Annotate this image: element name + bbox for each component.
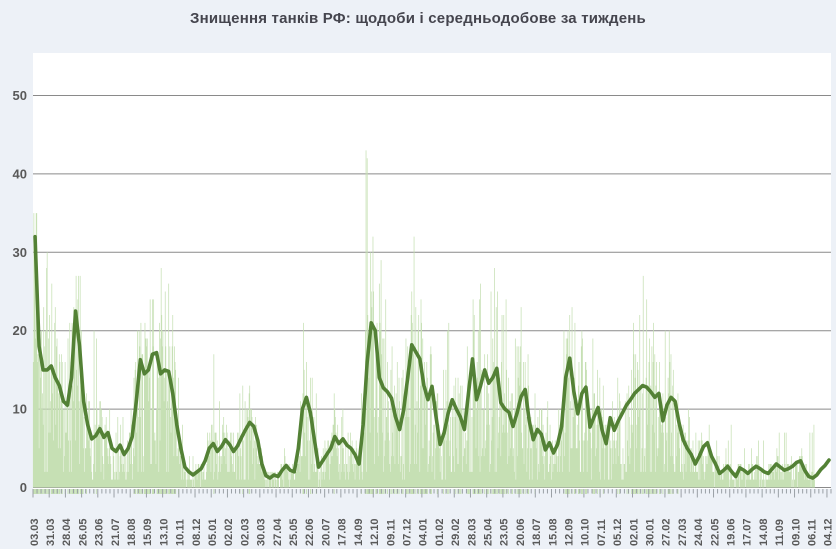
x-tick-label: 19.06 (726, 518, 738, 546)
weekly-average-line (33, 234, 831, 480)
x-tick-label: 29.02 (450, 518, 462, 546)
x-tick-label: 09.11 (385, 519, 397, 546)
x-tick-label: 10.10 (580, 518, 592, 546)
x-tick-label: 18.07 (531, 518, 543, 546)
y-tick-label: 50 (13, 88, 27, 103)
y-axis-labels: 0 10 20 30 40 50 (13, 88, 27, 495)
x-tick-label: 02.03 (239, 518, 251, 546)
x-tick-label: 01.02 (434, 518, 446, 546)
y-tick-label: 0 (20, 480, 27, 495)
x-tick-label: 13.10 (158, 518, 170, 546)
y-tick-label: 10 (13, 402, 27, 417)
x-tick-label: 12.10 (369, 518, 381, 546)
x-tick-label: 17.07 (742, 518, 754, 546)
x-tick-label: 21.07 (110, 518, 122, 546)
x-tick-label: 05.12 (612, 518, 624, 546)
x-tick-label: 06.11 (807, 519, 819, 546)
x-tick-label: 12.09 (563, 518, 575, 546)
x-tick-label: 10.11 (175, 519, 187, 546)
x-tick-label: 30.01 (645, 518, 657, 546)
x-tick-label: 28.03 (466, 518, 478, 546)
x-tick-label: 18.08 (126, 518, 138, 546)
x-tick-label: 23.05 (499, 518, 511, 546)
x-tick-label: 17.08 (337, 518, 349, 546)
x-tick-label: 07.11 (596, 519, 608, 546)
x-tick-label: 27.03 (677, 518, 689, 546)
x-tick-label: 02.02 (223, 518, 235, 546)
x-tick-label: 04.12 (823, 518, 835, 546)
x-tick-label: 04.01 (418, 518, 430, 546)
x-tick-label: 26.05 (77, 518, 89, 546)
x-tick-label: 25.04 (482, 518, 494, 546)
x-axis-ticks (32, 489, 832, 498)
x-tick-label: 20.07 (320, 518, 332, 546)
x-tick-label: 14.08 (758, 518, 770, 546)
x-axis-labels: 03.03 31.03 28.04 26.05 23.06 21.07 18.08 15.09… (29, 518, 835, 546)
x-tick-label: 15.09 (142, 518, 154, 546)
x-tick-label: 15.08 (547, 518, 559, 546)
x-tick-label: 11.09 (774, 519, 786, 546)
x-tick-label: 20.06 (515, 518, 527, 546)
chart-title: Знищення танків РФ: щодоби і середньодоб… (190, 10, 646, 27)
y-tick-label: 20 (13, 323, 27, 338)
x-tick-label: 28.04 (61, 518, 73, 546)
x-tick-label: 14.09 (353, 518, 365, 546)
x-tick-label: 31.03 (45, 518, 57, 546)
x-tick-label: 03.03 (29, 518, 41, 546)
x-tick-label: 05.01 (207, 518, 219, 546)
x-tick-label: 30.03 (256, 518, 268, 546)
x-tick-label: 27.04 (272, 518, 284, 546)
x-tick-label: 25.05 (288, 518, 300, 546)
y-tick-label: 30 (13, 245, 27, 260)
x-tick-label: 24.04 (693, 518, 705, 546)
x-tick-label: 07.12 (401, 518, 413, 546)
y-tick-label: 40 (13, 166, 27, 181)
x-tick-label: 02.01 (628, 518, 640, 546)
x-tick-label: 22.06 (304, 518, 316, 546)
x-tick-label: 09.10 (790, 518, 802, 546)
x-tick-label: 27.02 (661, 518, 673, 546)
x-tick-label: 08.12 (191, 518, 203, 546)
x-tick-label: 22.05 (709, 518, 721, 546)
x-tick-label: 23.06 (94, 518, 106, 546)
